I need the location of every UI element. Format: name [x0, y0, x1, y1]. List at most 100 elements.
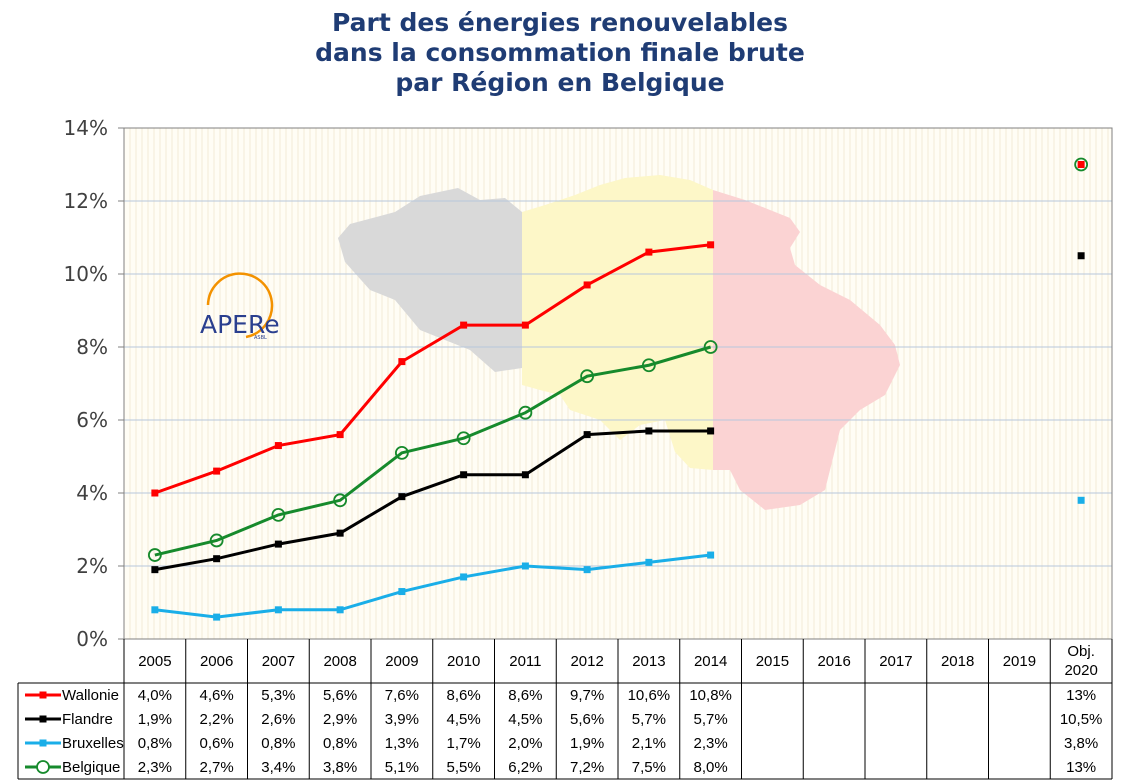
table-cell-value: 1,3%: [385, 735, 419, 752]
data-point: [271, 508, 286, 522]
table-cell-value: 4,5%: [447, 711, 481, 728]
table-cell-value: 3,8%: [323, 759, 357, 776]
y-tick-label: 4%: [76, 481, 108, 505]
legend-label: Bruxelles: [62, 735, 124, 752]
apere-logo: APERe ASBL: [200, 272, 280, 341]
table-cell-value: 2,3%: [138, 759, 172, 776]
data-point: [460, 321, 468, 329]
category-label: 2019: [1003, 653, 1036, 670]
category-label: 2013: [632, 653, 665, 670]
y-tick-label: 10%: [64, 262, 108, 286]
category-label: 2015: [756, 653, 789, 670]
series-flandre: [151, 252, 1085, 574]
y-tick-label: 14%: [64, 116, 108, 140]
category-label: 2008: [323, 653, 356, 670]
data-point: [274, 606, 282, 614]
y-tick-label: 2%: [76, 554, 108, 578]
data-point: [151, 566, 159, 574]
data-point: [707, 241, 715, 249]
data-point: [147, 548, 162, 562]
table-cell-value: 1,7%: [447, 735, 481, 752]
chart-title-line: par Région en Belgique: [395, 68, 725, 97]
table-cell-value: 0,8%: [261, 735, 295, 752]
table-cell-value: 0,8%: [138, 735, 172, 752]
table-cell-value: 10,8%: [689, 687, 732, 704]
table-cell-value: 4,6%: [200, 687, 234, 704]
series-wallonie: [151, 161, 1085, 497]
y-tick-label: 12%: [64, 189, 108, 213]
data-point: [641, 358, 656, 373]
y-tick-label: 6%: [76, 408, 108, 432]
table-cell-value: 1,9%: [570, 735, 604, 752]
table-cell-value: 1,9%: [138, 711, 172, 728]
table-cell-value: 2,0%: [508, 735, 542, 752]
table-cell-value: 2,9%: [323, 711, 357, 728]
data-point: [394, 445, 409, 460]
series-belgique: [147, 157, 1089, 562]
map-wallonia: [713, 190, 900, 510]
table-cell-value: 8,6%: [508, 687, 542, 704]
table-cell-value: 7,5%: [632, 759, 666, 776]
legend-key-marker: [39, 739, 47, 747]
data-point: [456, 431, 471, 446]
data-point: [645, 248, 653, 256]
table-cell-value: 3,9%: [385, 711, 419, 728]
data-point: [521, 321, 529, 329]
table-cell-value: 8,0%: [694, 759, 728, 776]
table-cell-value: 3,8%: [1064, 735, 1098, 752]
data-point: [151, 489, 159, 497]
legend-label: Wallonie: [62, 687, 119, 704]
table-cell-value: 8,6%: [447, 687, 481, 704]
category-label: 2018: [941, 653, 974, 670]
category-label: 2010: [447, 653, 480, 670]
table-cell-value: 7,6%: [385, 687, 419, 704]
series-line: [154, 243, 711, 495]
series-line: [154, 553, 711, 619]
data-point: [645, 558, 653, 566]
table-cell-value: 6,2%: [508, 759, 542, 776]
series-group: [147, 157, 1089, 621]
table-cell-value: 4,5%: [508, 711, 542, 728]
data-point: [151, 606, 159, 614]
table-cell-value: 5,1%: [385, 759, 419, 776]
data-table: 2005 2006 2007 2008 2009 2010 2011 2012 2013 2014…: [17, 639, 1113, 780]
table-cell-value: 10,6%: [628, 687, 671, 704]
data-point: [336, 606, 344, 614]
data-point: [583, 566, 591, 574]
data-point: [583, 431, 591, 439]
data-point: [580, 369, 595, 384]
table-cell-value: 2,3%: [694, 735, 728, 752]
data-point: [336, 431, 344, 439]
logo-text: APERe: [200, 310, 280, 339]
series-bruxelles: [151, 496, 1085, 621]
legend-label: Belgique: [62, 759, 120, 776]
table-cell-value: 9,7%: [570, 687, 604, 704]
category-label: 2017: [879, 653, 912, 670]
category-label: 2020: [1064, 662, 1097, 679]
legend-label: Flandre: [62, 711, 113, 728]
data-point: [703, 340, 718, 354]
category-label: 2016: [817, 653, 850, 670]
table-cell-value: 5,6%: [323, 687, 357, 704]
chart-title-line: dans la consommation finale brute: [315, 38, 805, 67]
legend-key-marker: [39, 691, 47, 699]
data-point: [645, 427, 653, 435]
data-point: [1077, 161, 1085, 168]
y-tick-label: 8%: [76, 335, 108, 359]
data-point: [336, 529, 344, 537]
table-cell-value: 5,7%: [694, 711, 728, 728]
category-label: 2014: [694, 653, 727, 670]
table-cell-value: 13%: [1066, 687, 1096, 704]
y-axis: 0% 2% 4% 6% 8% 10% 12% 14%: [64, 116, 124, 651]
data-point: [1077, 252, 1085, 260]
table-cell-value: 2,2%: [200, 711, 234, 728]
legend-key-marker: [39, 715, 47, 723]
data-point: [213, 555, 221, 563]
table-cell-value: 13%: [1066, 759, 1096, 776]
legend-key-marker: [36, 760, 50, 774]
data-point: [274, 540, 282, 548]
category-label: 2007: [262, 653, 295, 670]
data-point: [209, 533, 224, 548]
table-cell-value: 4,0%: [138, 687, 172, 704]
table-cell-value: 10,5%: [1060, 711, 1103, 728]
